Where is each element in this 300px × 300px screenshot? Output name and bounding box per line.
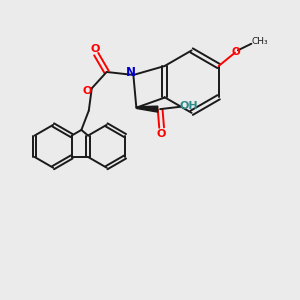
Polygon shape — [137, 106, 158, 112]
Text: O: O — [83, 86, 92, 96]
Text: OH: OH — [179, 100, 198, 111]
Text: N: N — [126, 66, 136, 79]
Text: O: O — [231, 47, 240, 57]
Text: CH₃: CH₃ — [251, 37, 268, 46]
Text: O: O — [157, 129, 166, 139]
Text: O: O — [90, 44, 99, 54]
